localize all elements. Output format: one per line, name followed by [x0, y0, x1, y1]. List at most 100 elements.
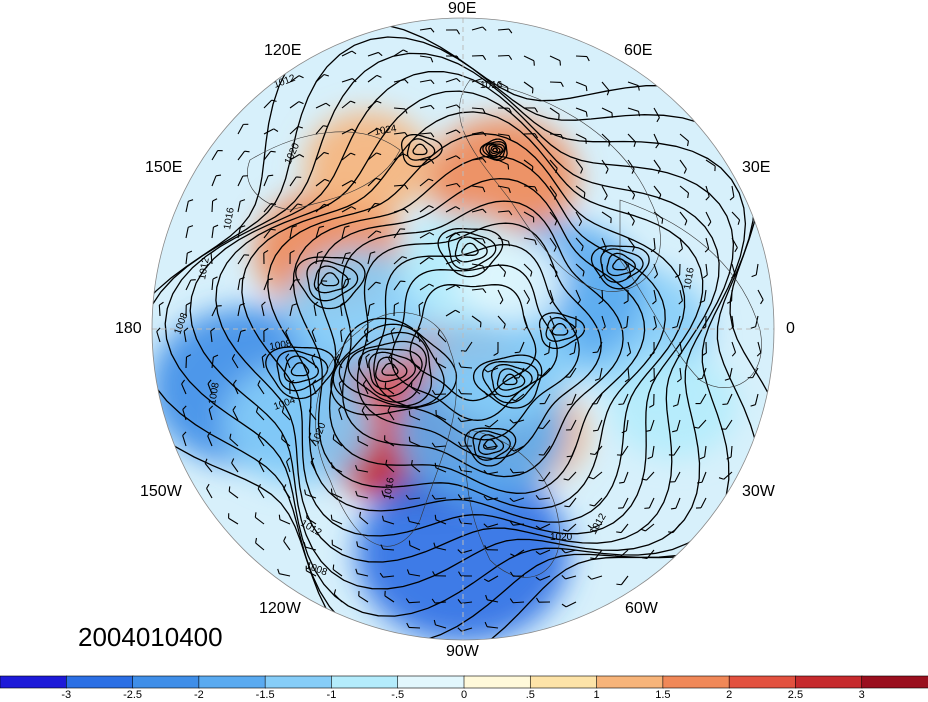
isobar [612, 258, 628, 271]
wind-barb [458, 389, 473, 395]
wind-barb [315, 102, 331, 109]
wind-barb [380, 544, 395, 551]
wind-barb [306, 512, 317, 525]
wind-barb [676, 367, 682, 383]
wind-barb [751, 263, 759, 278]
date-label: 2004010400 [78, 622, 223, 652]
wind-barb [263, 278, 273, 291]
wind-barb [539, 393, 551, 405]
wind-barb [549, 237, 557, 252]
wind-barb [674, 263, 681, 278]
wind-barb [285, 353, 291, 369]
wind-barb [618, 393, 629, 406]
wind-barb [208, 405, 214, 421]
isobar [306, 260, 359, 302]
wind-barb [483, 575, 499, 583]
wind-barb [670, 497, 681, 510]
wind-barb [509, 445, 525, 452]
wind-barb [618, 497, 629, 509]
wind-barb [361, 406, 369, 421]
wind-barb [237, 303, 245, 317]
wind-barb [435, 409, 447, 421]
wind-barb [289, 303, 298, 317]
wind-barb [649, 367, 655, 383]
wind-barb [624, 367, 630, 383]
isobar [551, 323, 569, 336]
anomaly-region [304, 111, 432, 218]
wind-barb [263, 174, 274, 187]
wind-barb [724, 367, 733, 381]
wind-barb [549, 211, 558, 226]
wind-barb [210, 327, 216, 343]
wind-barb [304, 489, 317, 499]
wind-barb [575, 133, 587, 144]
wind-barb [485, 594, 499, 603]
wind-barb [406, 622, 421, 629]
wind-barb [308, 406, 317, 421]
wind-barb [237, 225, 246, 239]
wind-barb [211, 150, 223, 161]
wind-barb [281, 433, 291, 447]
wind-barb [523, 289, 530, 305]
wind-barb [616, 575, 629, 586]
wind-barb [592, 419, 603, 432]
wind-barb [330, 514, 343, 525]
wind-barb [535, 494, 551, 500]
isobar [152, 36, 761, 640]
wind-barb [484, 545, 499, 551]
wind-barb [257, 432, 265, 447]
wind-barb [393, 79, 409, 84]
wind-barb [535, 549, 551, 555]
wind-barb [731, 263, 736, 279]
wind-barb [645, 419, 655, 432]
wind-barb [418, 301, 424, 317]
wind-barb [623, 289, 629, 305]
wind-barb [601, 107, 613, 118]
isobar [482, 361, 539, 404]
wind-barb [627, 107, 641, 117]
wind-barb [445, 259, 461, 265]
wind-barb [616, 445, 629, 456]
wind-barb [731, 211, 741, 225]
wind-barb [705, 159, 716, 172]
wind-barb [156, 327, 161, 343]
wind-barb [669, 471, 681, 483]
wind-barb [523, 211, 535, 223]
wind-barb [431, 598, 447, 604]
wind-barb [289, 125, 303, 135]
colorbar-tick-label: .5 [525, 689, 535, 701]
wind-barb [445, 309, 461, 317]
isobar [492, 147, 498, 153]
wind-barb [355, 465, 369, 473]
wind-barb [614, 549, 629, 558]
wind-barb [627, 211, 635, 226]
wind-barb [289, 379, 295, 395]
wind-barb [509, 571, 525, 577]
wind-barb [263, 327, 269, 343]
wind-barb [509, 468, 525, 474]
colorbar-swatch [397, 675, 465, 689]
wind-barb [419, 55, 434, 63]
colorbar-swatch [529, 675, 598, 689]
wind-barb [211, 305, 222, 317]
wind-barb [457, 441, 473, 447]
colorbar-tick-label: 1.5 [655, 689, 671, 701]
wind-barb [672, 315, 681, 329]
wind-barb [640, 523, 655, 532]
isobar [485, 143, 505, 159]
isobar [215, 90, 720, 563]
wind-barb [590, 549, 603, 560]
colorbar-swatch [861, 675, 928, 689]
wind-barb [471, 315, 482, 328]
wind-barb [289, 203, 303, 213]
lon-label-90e: 90E [448, 0, 477, 17]
colorbar-tick-label: 2 [726, 689, 733, 701]
wind-barb [183, 327, 189, 343]
wind-barb [601, 81, 610, 96]
wind-barb [393, 131, 409, 137]
colorbar-swatch [662, 675, 730, 689]
colorbar-tick-label: 3 [858, 689, 865, 701]
wind-barb [263, 128, 279, 135]
lon-label-120w: 120W [259, 600, 301, 617]
wind-barb [356, 541, 369, 551]
